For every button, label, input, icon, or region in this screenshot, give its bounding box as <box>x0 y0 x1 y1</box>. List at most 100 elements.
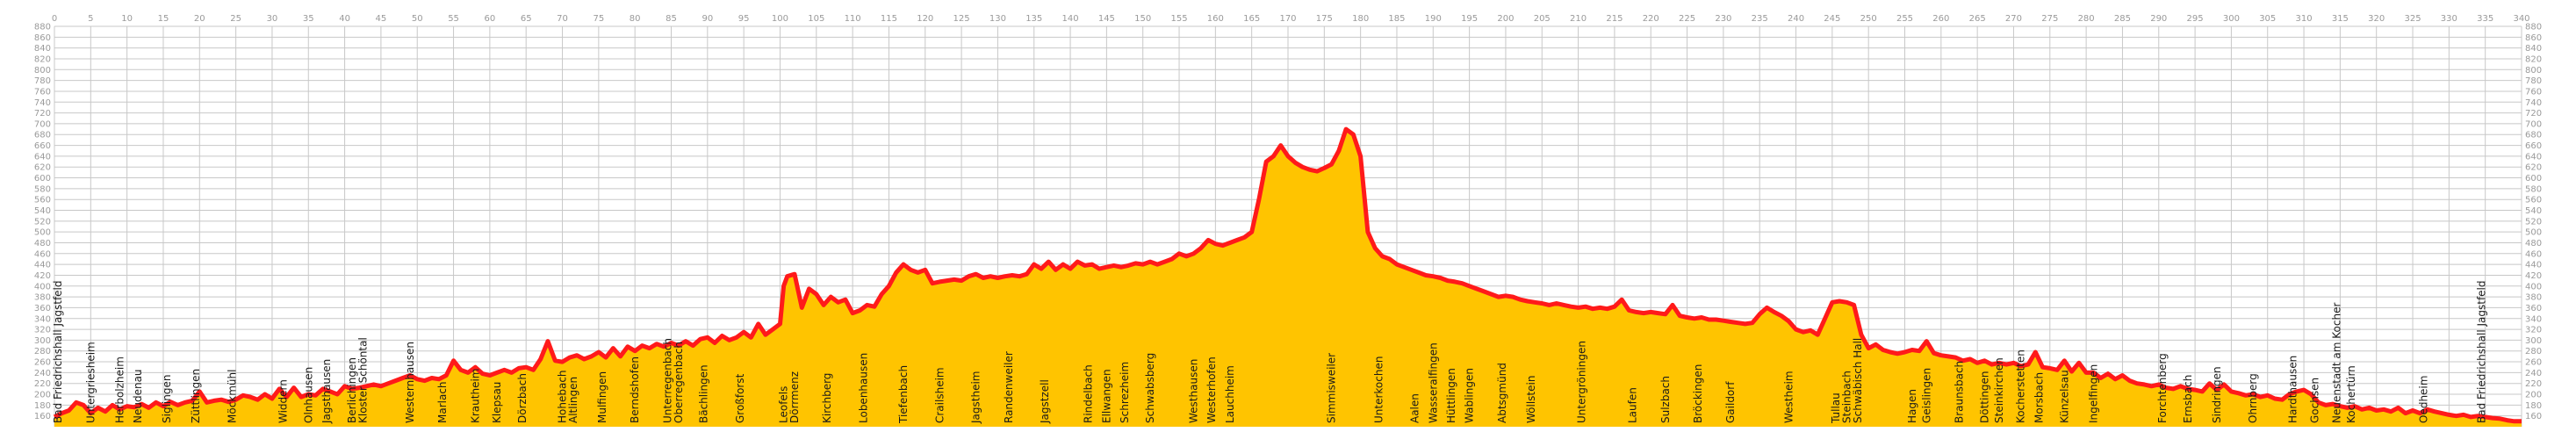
place-label: Leofels <box>778 386 790 423</box>
y-tick-label: 840 <box>2525 44 2542 54</box>
y-tick-label: 360 <box>34 304 51 313</box>
y-tick-label: 380 <box>2525 293 2542 303</box>
place-label: Lobenhausen <box>858 353 870 423</box>
x-tick-label: 200 <box>1497 14 1514 24</box>
place-label: Randenweiler <box>1003 351 1015 423</box>
y-tick-label: 620 <box>34 163 51 173</box>
place-label: Kloster Schöntal <box>356 337 369 423</box>
place-label: Morsbach <box>2033 372 2045 423</box>
y-tick-label: 320 <box>2525 326 2542 335</box>
place-label: Hüttlingen <box>1445 368 1457 423</box>
y-tick-label: 660 <box>34 141 51 151</box>
x-tick-label: 255 <box>1896 14 1913 24</box>
y-tick-label: 660 <box>2525 141 2542 151</box>
y-tick-label: 440 <box>2525 261 2542 270</box>
y-tick-label: 680 <box>34 131 51 140</box>
x-tick-label: 225 <box>1679 14 1695 24</box>
x-tick-label: 125 <box>953 14 970 24</box>
y-tick-label: 380 <box>34 293 51 303</box>
y-tick-label: 280 <box>34 347 51 356</box>
place-label: Dörzbach <box>516 373 529 423</box>
y-tick-label: 400 <box>2525 282 2542 292</box>
y-tick-label: 700 <box>34 119 51 129</box>
y-tick-label: 780 <box>34 76 51 86</box>
y-tick-label: 440 <box>34 261 51 270</box>
y-tick-label: 220 <box>34 379 51 389</box>
x-tick-label: 150 <box>1134 14 1151 24</box>
place-label: Döttingen <box>1978 371 1990 423</box>
y-tick-label: 740 <box>2525 98 2542 108</box>
x-tick-label: 5 <box>88 14 93 24</box>
y-tick-label: 520 <box>2525 217 2542 227</box>
x-tick-label: 325 <box>2404 14 2421 24</box>
x-tick-label: 70 <box>557 14 568 24</box>
x-tick-label: 120 <box>917 14 933 24</box>
place-label: Sindringen <box>2211 366 2223 423</box>
y-tick-label: 240 <box>34 369 51 378</box>
place-label: Westhausen <box>1188 359 1200 423</box>
y-tick-label: 520 <box>34 217 51 227</box>
place-label: Kirchberg <box>821 373 833 423</box>
place-label: Krautheim <box>469 369 481 423</box>
place-label: Rindelbach <box>1083 364 1095 423</box>
x-tick-label: 10 <box>121 14 133 24</box>
x-tick-label: 95 <box>738 14 750 24</box>
y-tick-label: 320 <box>34 326 51 335</box>
place-label: Oberregenbach <box>673 342 685 423</box>
x-tick-label: 260 <box>1932 14 1949 24</box>
y-tick-label: 560 <box>2525 196 2542 205</box>
x-tick-label: 90 <box>702 14 713 24</box>
place-label: Neuenstadt am Kocher <box>2330 303 2342 423</box>
place-label: Braunsbach <box>1954 361 1966 423</box>
place-label: Jagsthausen <box>320 359 333 424</box>
y-tick-label: 340 <box>2525 314 2542 324</box>
place-label: Siglingen <box>161 375 173 423</box>
x-tick-label: 50 <box>412 14 423 24</box>
y-tick-label: 300 <box>2525 336 2542 346</box>
y-tick-label: 480 <box>2525 239 2542 248</box>
place-label: Laufen <box>1627 387 1639 423</box>
place-label: Westheim <box>1782 371 1795 423</box>
place-label: Hardthausen <box>2287 356 2299 423</box>
x-tick-label: 335 <box>2477 14 2493 24</box>
y-tick-label: 880 <box>2525 23 2542 32</box>
place-label: Sulzbach <box>1659 376 1672 423</box>
place-label: Lauchheim <box>1224 365 1236 423</box>
y-tick-label: 220 <box>2525 379 2542 389</box>
y-tick-label: 800 <box>2525 66 2542 76</box>
x-tick-label: 165 <box>1243 14 1260 24</box>
place-label: Hohebach <box>557 370 569 423</box>
x-tick-label: 305 <box>2259 14 2276 24</box>
y-tick-label: 600 <box>34 174 51 184</box>
x-tick-label: 145 <box>1098 14 1115 24</box>
place-label: Kocherstetten <box>2015 349 2027 423</box>
place-label: Gochsen <box>2309 378 2321 423</box>
y-tick-label: 640 <box>2525 152 2542 162</box>
x-tick-label: 235 <box>1752 14 1768 24</box>
place-label: Ingelfingen <box>2087 364 2099 423</box>
place-label: Hagen <box>1906 389 1918 423</box>
x-tick-label: 210 <box>1570 14 1587 24</box>
place-label: Tiefenbach <box>897 365 910 424</box>
place-label: Bad Friedrichshall Jagstfeld <box>52 280 64 423</box>
y-tick-label: 740 <box>34 98 51 108</box>
x-tick-label: 30 <box>267 14 278 24</box>
y-tick-label: 800 <box>34 66 51 76</box>
x-tick-label: 265 <box>1969 14 1986 24</box>
place-label: Züttlingen <box>190 369 202 423</box>
y-tick-label: 280 <box>2525 347 2542 356</box>
y-tick-label: 720 <box>34 109 51 119</box>
x-tick-label: 280 <box>2078 14 2095 24</box>
place-label: Untergröningen <box>1576 341 1588 423</box>
y-tick-label: 200 <box>34 391 51 400</box>
y-tick-label: 400 <box>34 282 51 292</box>
place-label: Berlichingen <box>346 357 358 423</box>
place-label: Olnhausen <box>302 367 314 423</box>
place-label: Herbolzheim <box>113 356 126 423</box>
place-label: Kochertürn <box>2345 365 2357 423</box>
place-label: Bächlingen <box>698 364 710 423</box>
place-label: Schwabsberg <box>1144 353 1156 423</box>
x-tick-label: 185 <box>1388 14 1405 24</box>
y-tick-label: 820 <box>34 54 51 64</box>
